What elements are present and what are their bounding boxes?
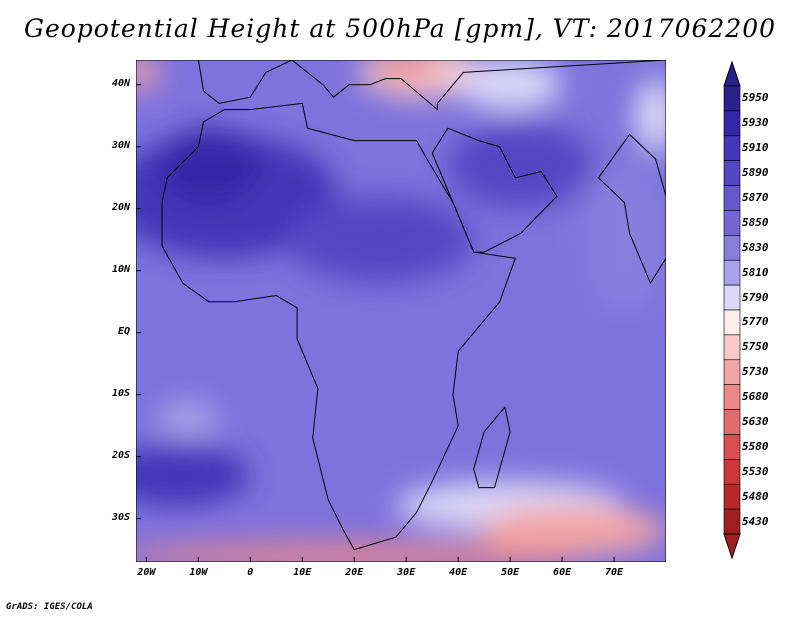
africa-coastline bbox=[161, 102, 516, 551]
colorbar-swatch bbox=[723, 434, 741, 460]
field-arabia-high bbox=[447, 121, 594, 209]
colorbar-level-label: 5630 bbox=[742, 415, 769, 428]
colorbar-level-label: 5870 bbox=[742, 191, 769, 204]
colorbar-swatch bbox=[723, 334, 741, 361]
lon-label: 10W bbox=[189, 567, 208, 578]
field-iran-light bbox=[458, 60, 563, 110]
field-south-atlantic-light bbox=[156, 400, 220, 439]
lat-label: 30N bbox=[111, 139, 130, 151]
lon-label: 20E bbox=[345, 567, 364, 578]
colorbar-swatch bbox=[723, 508, 741, 535]
colorbar-level-label: 5730 bbox=[742, 365, 769, 379]
colorbar-level-label: 5950 bbox=[742, 91, 769, 105]
map-title: Geopotential Height at 500hPa [gpm], VT:… bbox=[23, 14, 777, 43]
colorbar-level-label: 5680 bbox=[742, 390, 769, 404]
field-east-edge-white bbox=[634, 78, 666, 153]
field-turkey-red bbox=[375, 60, 438, 79]
arabia-coastline bbox=[431, 127, 558, 253]
field-south-atlantic-high bbox=[136, 444, 251, 507]
colorbar-level-label: 5850 bbox=[742, 215, 769, 229]
colorbar-swatch bbox=[723, 110, 741, 137]
india-coastline bbox=[597, 133, 666, 285]
lat-label: 20S bbox=[111, 449, 130, 461]
colorbar-swatch bbox=[723, 135, 741, 161]
colorbar-swatch bbox=[723, 185, 741, 211]
colorbar-swatch bbox=[723, 309, 741, 336]
lon-label: 50E bbox=[501, 567, 520, 578]
lon-label: 0 bbox=[247, 567, 254, 578]
lon-label: 20W bbox=[137, 567, 156, 578]
europe-coastline bbox=[197, 60, 666, 111]
lat-label: 40N bbox=[111, 77, 130, 89]
colorbar-level-label: 5480 bbox=[742, 489, 769, 503]
geopotential-height-map bbox=[136, 60, 666, 562]
colorbar-level-label: 5830 bbox=[742, 240, 769, 254]
lon-label: 70E bbox=[605, 567, 624, 578]
colorbar-swatch bbox=[723, 284, 741, 311]
field-india-light bbox=[582, 165, 666, 315]
colorbar-top-arrow bbox=[723, 60, 741, 87]
colorbar-swatch bbox=[723, 483, 741, 510]
colorbar-swatch bbox=[723, 160, 741, 186]
madagascar-coastline bbox=[473, 405, 511, 489]
lat-label: 20N bbox=[111, 201, 130, 213]
colorbar-level-label: 5810 bbox=[742, 265, 769, 279]
colorbar-level-label: 5790 bbox=[742, 290, 769, 304]
colorbar-level-label: 5530 bbox=[742, 464, 769, 478]
lon-label: 40E bbox=[449, 567, 468, 578]
coastlines bbox=[161, 60, 666, 551]
lon-label: 10E bbox=[293, 567, 312, 578]
lon-label: 60E bbox=[553, 567, 572, 578]
colorbar-level-label: 5770 bbox=[742, 315, 769, 329]
colorbar-level-label: 5910 bbox=[742, 141, 769, 155]
colorbar-level-label: 5750 bbox=[742, 340, 769, 354]
lon-label: 30E bbox=[397, 567, 416, 578]
colorbar-bottom-arrow bbox=[723, 533, 741, 560]
field-southern-red bbox=[136, 543, 588, 562]
field-nw-corner-pink bbox=[136, 60, 157, 91]
colorbar-swatch bbox=[723, 409, 741, 435]
colorbar-level-label: 5930 bbox=[742, 116, 769, 130]
lat-label: EQ bbox=[117, 325, 130, 337]
colorbar-swatch bbox=[723, 210, 741, 236]
lat-label: 10S bbox=[111, 387, 130, 399]
height-field-shading bbox=[136, 60, 666, 562]
colorbar-swatch bbox=[723, 359, 741, 385]
colorbar-swatch bbox=[723, 235, 741, 261]
colorbar-level-label: 5890 bbox=[742, 166, 769, 180]
colorbar-swatch bbox=[723, 384, 741, 410]
colorbar-swatch bbox=[723, 85, 741, 112]
colorbar-swatch bbox=[723, 259, 741, 286]
lat-label: 10N bbox=[111, 263, 130, 275]
field-sahel-high bbox=[286, 196, 474, 284]
map-ticks bbox=[136, 84, 615, 562]
colorbar-level-label: 5430 bbox=[742, 514, 769, 528]
colorbar bbox=[723, 60, 741, 560]
colorbar-swatch bbox=[723, 459, 741, 485]
grads-credit: GrADS: IGES/COLA bbox=[6, 602, 93, 612]
field-sahara-core bbox=[156, 128, 261, 203]
field-southern-pink bbox=[478, 506, 666, 556]
colorbar-level-label: 5580 bbox=[742, 439, 769, 453]
lat-label: 30S bbox=[111, 511, 130, 523]
